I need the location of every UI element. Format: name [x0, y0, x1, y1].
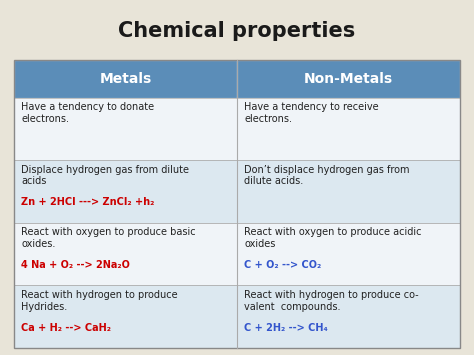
Text: React with hydrogen to produce co-
valent  compounds.: React with hydrogen to produce co- valen… — [244, 290, 419, 312]
Text: Have a tendency to donate
electrons.: Have a tendency to donate electrons. — [21, 102, 155, 124]
Text: Zn + 2HCl ---> ZnCl₂ +h₂: Zn + 2HCl ---> ZnCl₂ +h₂ — [21, 197, 155, 207]
Text: C + O₂ --> CO₂: C + O₂ --> CO₂ — [244, 260, 321, 270]
Text: Displace hydrogen gas from dilute
acids: Displace hydrogen gas from dilute acids — [21, 165, 189, 186]
Text: Don’t displace hydrogen gas from
dilute acids.: Don’t displace hydrogen gas from dilute … — [244, 165, 410, 186]
Text: React with oxygen to produce basic
oxides.: React with oxygen to produce basic oxide… — [21, 228, 196, 249]
Text: 4 Na + O₂ --> 2Na₂O: 4 Na + O₂ --> 2Na₂O — [21, 260, 130, 270]
Text: C + 2H₂ --> CH₄: C + 2H₂ --> CH₄ — [244, 323, 328, 333]
Text: Metals: Metals — [100, 72, 152, 86]
Text: Ca + H₂ --> CaH₂: Ca + H₂ --> CaH₂ — [21, 323, 111, 333]
Text: React with oxygen to produce acidic
oxides: React with oxygen to produce acidic oxid… — [244, 228, 421, 249]
Text: Have a tendency to receive
electrons.: Have a tendency to receive electrons. — [244, 102, 379, 124]
Text: Non-Metals: Non-Metals — [304, 72, 393, 86]
Text: Chemical properties: Chemical properties — [118, 21, 356, 41]
Text: React with hydrogen to produce
Hydrides.: React with hydrogen to produce Hydrides. — [21, 290, 178, 312]
